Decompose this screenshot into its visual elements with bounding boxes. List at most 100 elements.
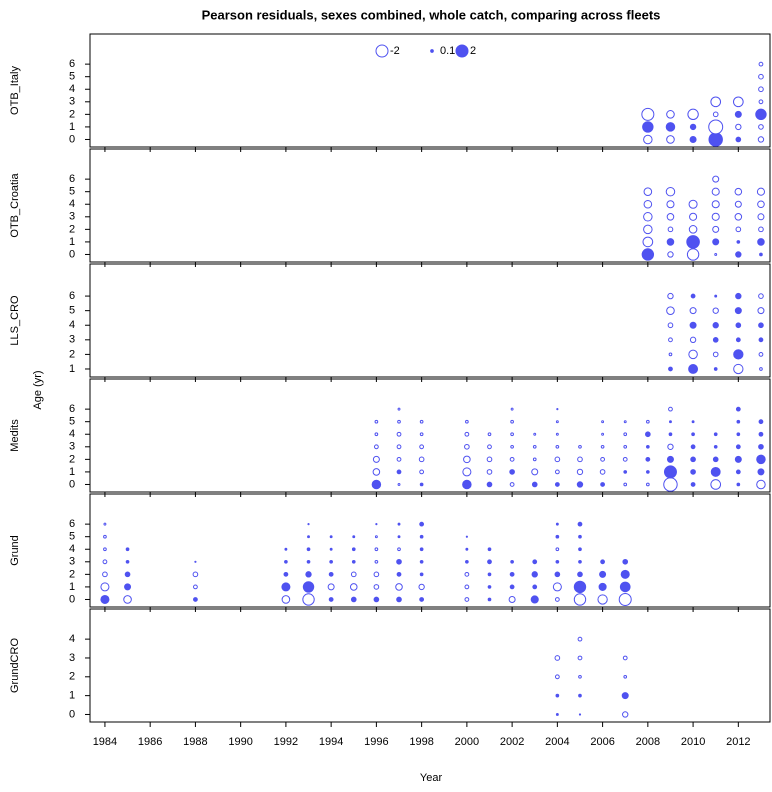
residual-bubble xyxy=(734,200,742,208)
residual-bubble xyxy=(689,321,697,329)
residual-bubble xyxy=(397,483,401,486)
residual-bubble xyxy=(578,559,582,564)
y-tick-label: 6 xyxy=(69,173,75,185)
y-tick-label: 6 xyxy=(69,518,75,530)
residual-bubble xyxy=(733,349,744,360)
residual-bubble xyxy=(757,468,765,476)
residual-bubble xyxy=(531,468,539,476)
residual-bubble xyxy=(373,584,380,590)
residual-bubble xyxy=(352,535,356,539)
residual-bubble xyxy=(396,558,402,565)
residual-bubble xyxy=(508,595,516,603)
legend-label: 0.1 xyxy=(440,45,455,57)
residual-bubble xyxy=(465,535,468,538)
residual-bubble xyxy=(668,432,673,437)
residual-bubble xyxy=(555,444,560,449)
residual-bubble xyxy=(397,419,401,424)
residual-bubble xyxy=(712,225,720,233)
residual-bubble xyxy=(350,571,357,578)
residual-bubble xyxy=(374,419,379,424)
residual-bubble xyxy=(554,597,560,602)
residual-bubble xyxy=(710,479,722,490)
residual-bubble xyxy=(554,482,560,487)
residual-bubble xyxy=(419,572,424,577)
residual-bubble xyxy=(666,213,675,221)
residual-bubble xyxy=(509,456,515,462)
residual-bubble xyxy=(487,547,492,552)
residual-bubble xyxy=(757,213,765,221)
residual-bubble xyxy=(509,482,515,487)
residual-bubble xyxy=(532,444,537,449)
residual-bubble xyxy=(712,322,719,329)
residual-bubble xyxy=(462,479,472,490)
residual-bubble xyxy=(667,251,674,258)
residual-bubble xyxy=(646,470,650,474)
residual-bubble xyxy=(555,559,560,564)
residual-bubble xyxy=(622,456,628,462)
residual-bubble xyxy=(689,135,697,143)
residual-bubble xyxy=(531,571,538,578)
residual-bubble xyxy=(711,200,720,209)
y-tick-label: 3 xyxy=(69,211,75,223)
residual-bubble xyxy=(734,213,743,221)
residual-bubble xyxy=(125,559,130,564)
residual-bubble xyxy=(735,406,741,412)
residual-bubble xyxy=(646,482,650,487)
residual-bubble xyxy=(623,444,628,449)
residual-bubble xyxy=(622,558,629,565)
residual-bubble xyxy=(668,337,673,343)
y-tick-label: 2 xyxy=(69,671,75,683)
residual-bubble xyxy=(465,547,469,551)
residual-bubble xyxy=(281,582,291,592)
residual-bubble xyxy=(668,366,673,372)
y-tick-label: 6 xyxy=(69,403,75,415)
residual-bubble xyxy=(509,571,515,577)
residual-bubble xyxy=(711,187,720,196)
x-tick-label: 2006 xyxy=(590,736,614,748)
panel-frame xyxy=(89,608,771,723)
residual-bubble xyxy=(758,226,764,233)
residual-bubble xyxy=(623,482,628,487)
residual-bubble xyxy=(666,455,674,463)
y-tick-label: 0 xyxy=(69,478,75,490)
residual-bubble xyxy=(371,479,382,490)
residual-bubble xyxy=(192,571,199,578)
residual-bubble xyxy=(532,584,538,590)
residual-bubble xyxy=(758,124,764,130)
residual-bubble xyxy=(758,443,764,450)
residual-bubble xyxy=(351,547,356,552)
residual-bubble xyxy=(733,363,744,375)
residual-bubble xyxy=(283,571,289,577)
residual-bubble xyxy=(418,583,425,591)
residual-bubble xyxy=(757,238,765,246)
residual-bubble xyxy=(623,470,628,474)
residual-bubble xyxy=(464,571,470,577)
residual-bubble xyxy=(577,636,583,642)
x-tick-label: 1992 xyxy=(274,736,298,748)
residual-bubble xyxy=(329,535,333,539)
residual-bubble xyxy=(759,367,763,371)
x-tick-label: 1994 xyxy=(319,736,343,748)
y-tick-label: 2 xyxy=(69,568,75,580)
residual-bubble xyxy=(598,582,607,591)
residual-bubble xyxy=(618,592,632,606)
residual-bubble xyxy=(600,444,605,449)
residual-bubble xyxy=(758,352,764,357)
residual-bubble xyxy=(758,99,764,105)
residual-bubble xyxy=(643,199,653,209)
y-tick-label: 6 xyxy=(69,290,75,302)
residual-bubble xyxy=(663,465,677,479)
residual-bubble xyxy=(642,236,654,248)
residual-bubble xyxy=(691,432,695,437)
residual-bubble xyxy=(102,559,108,565)
residual-bubble xyxy=(734,307,742,315)
residual-bubble xyxy=(641,248,655,261)
residual-bubble xyxy=(736,419,741,424)
residual-bubble xyxy=(100,582,110,592)
residual-bubble xyxy=(573,593,587,606)
residual-bubble xyxy=(373,571,380,578)
residual-bubble xyxy=(712,238,720,246)
residual-bubble xyxy=(375,523,378,526)
residual-bubble xyxy=(735,292,742,300)
residual-bubble xyxy=(194,560,197,563)
